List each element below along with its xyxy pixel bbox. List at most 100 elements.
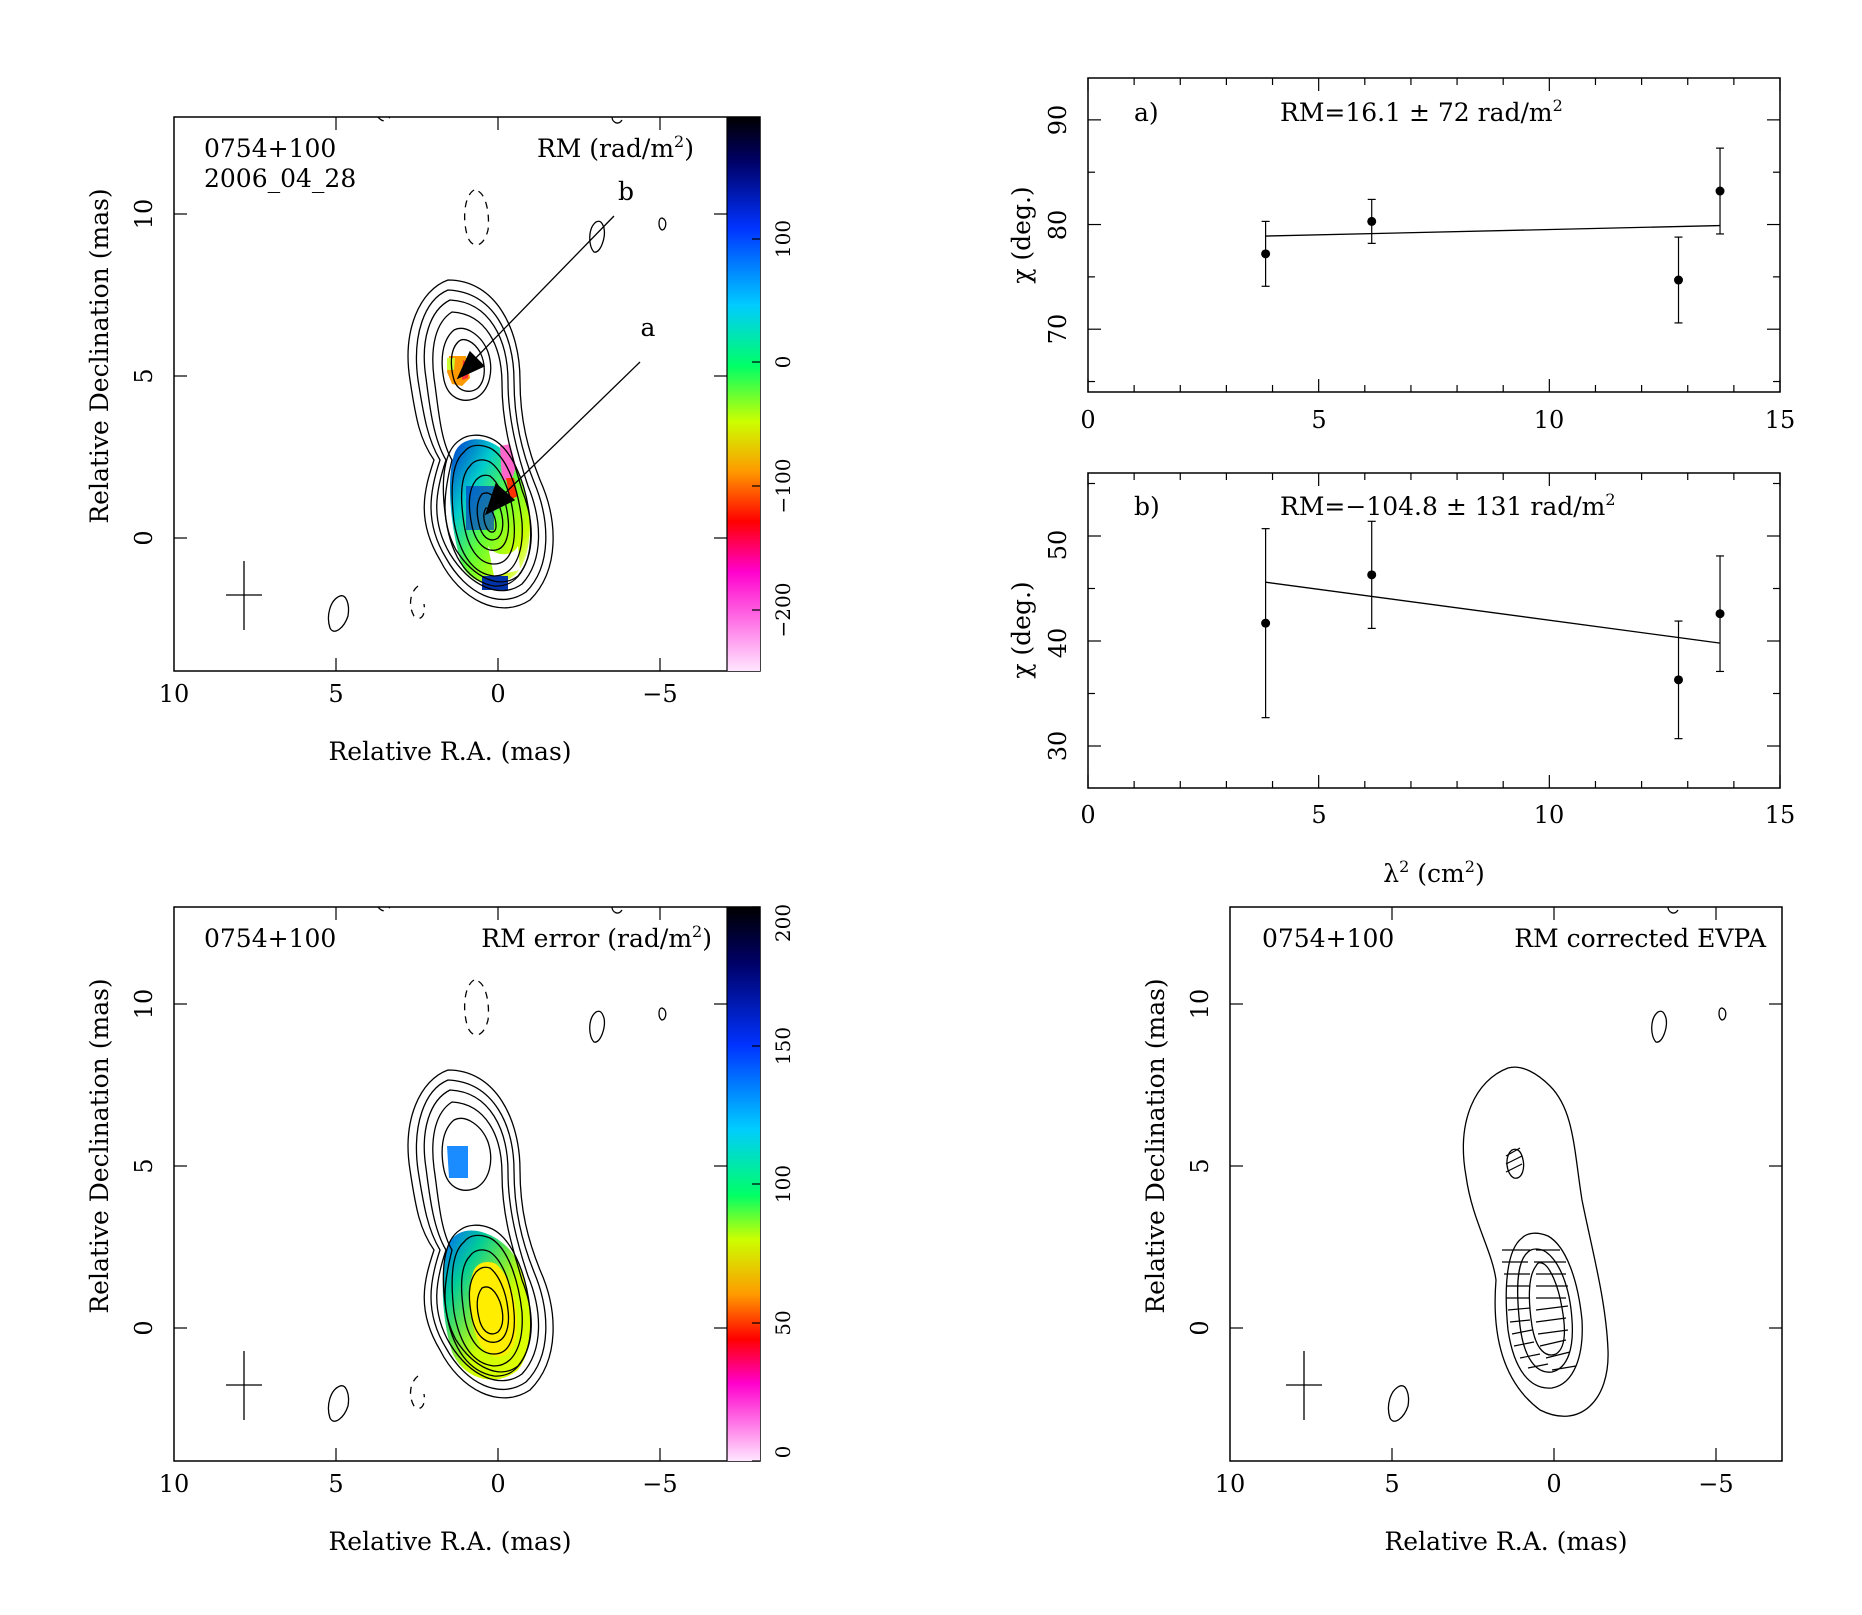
plot-a-xtick-label: 10 (1534, 406, 1565, 434)
rm-annotation-a: a (641, 313, 656, 342)
evpa-map-source-label: 0754+100 (1262, 924, 1394, 953)
rm-map-xtick-label: 5 (328, 680, 343, 708)
plot-b-fit-sup: 2 (1605, 490, 1615, 509)
rm-map-source-label: 0754+100 (204, 134, 336, 163)
rm-error-map-xtick-label: 10 (159, 1470, 190, 1498)
rm-error-colorbar-tick-label: 200 (771, 904, 795, 942)
plot-b-marks (1261, 520, 1725, 740)
evpa-beam-icon (1286, 1351, 1322, 1420)
rm-error-map-ylabel: Relative Declination (mas) (85, 978, 114, 1313)
rm-colorbar-tick-label: 100 (771, 220, 795, 258)
rm-map-xtick-label: −5 (642, 680, 677, 708)
rm-map-frame (173, 116, 761, 672)
rm-annotation-b: b (618, 177, 634, 206)
plot-b-data-point (1674, 675, 1684, 685)
plot-b-xlabel-sup: 2 (1399, 857, 1409, 876)
plot-b-frame (1087, 472, 1781, 789)
plot-a: a) RM=16.1 ± 72 rad/m2 0 5 10 15 70 80 9… (1007, 77, 1796, 434)
plot-b-xlabel-unit: (cm (1409, 859, 1465, 888)
rm-error-map-xlabel: Relative R.A. (mas) (328, 1527, 571, 1556)
rm-error-map-ticks (174, 907, 727, 1461)
evpa-map-panel: 0754+100 RM corrected EVPA 10 5 0 −5 0 5… (1141, 906, 1783, 1556)
plot-a-ytick-label: 90 (1044, 105, 1072, 136)
rm-map-xlabel: Relative R.A. (mas) (328, 737, 571, 766)
plot-b-data-point (1367, 570, 1377, 580)
plot-b-fit-line (1265, 581, 1721, 644)
plot-a-fit-sup: 2 (1553, 96, 1563, 115)
rm-map-ylabel: Relative Declination (mas) (85, 188, 114, 523)
plot-a-ytick-label: 80 (1044, 210, 1072, 241)
rm-error-map-quantity-label: RM error (rad/m2) (481, 922, 712, 953)
plot-a-fit-line (1265, 224, 1721, 237)
rm-map-epoch-label: 2006_04_28 (204, 164, 356, 193)
plot-b-xtick-label: 15 (1765, 801, 1796, 829)
rm-error-map-negative-contours (377, 906, 490, 1409)
rm-map-xtick-label: 0 (490, 680, 505, 708)
rm-error-map-xtick-label: 5 (328, 1470, 343, 1498)
plot-b: b) RM=−104.8 ± 131 rad/m2 0 5 10 15 30 4… (1007, 472, 1796, 888)
evpa-map-xtick-label: −5 (1698, 1470, 1733, 1498)
rm-map-quantity-label: RM (rad/m2) (537, 132, 694, 163)
evpa-map-ytick-label: 5 (1186, 1158, 1214, 1173)
plot-b-fit-label: RM=−104.8 ± 131 rad/m2 (1280, 490, 1616, 521)
plot-a-ticks (1087, 78, 1781, 392)
plot-b-xlabel-unit-sup: 2 (1465, 857, 1475, 876)
evpa-map-ytick-label: 10 (1186, 989, 1214, 1020)
plot-a-panel-label: a) (1134, 98, 1159, 127)
evpa-vectors (1502, 1147, 1577, 1371)
plot-a-marks (1261, 147, 1725, 324)
evpa-map-quantity-label: RM corrected EVPA (1514, 924, 1767, 953)
plot-a-xtick-label: 15 (1765, 406, 1796, 434)
rm-error-map-panel: 200 150 100 50 0 (85, 904, 795, 1556)
plot-a-fit-label: RM=16.1 ± 72 rad/m2 (1280, 96, 1563, 127)
plot-b-ylabel: χ (deg.) (1007, 581, 1036, 678)
evpa-map-ytick-label: 0 (1186, 1320, 1214, 1335)
plot-a-ytick-label: 70 (1044, 314, 1072, 345)
plot-b-xlabel: λ2 (cm2) (1383, 857, 1484, 888)
plot-b-xtick-label: 0 (1080, 801, 1095, 829)
rm-error-map-frame (173, 906, 761, 1462)
rm-error-map-xtick-label: −5 (642, 1470, 677, 1498)
plot-b-xtick-label: 10 (1534, 801, 1565, 829)
rm-colorbar-ticks (752, 238, 760, 611)
plot-a-fit-text: RM=16.1 ± 72 rad/m (1280, 98, 1553, 127)
plot-b-xlabel-close: ) (1475, 859, 1485, 888)
rm-map-ticks (174, 117, 727, 671)
plot-b-xtick-label: 5 (1311, 801, 1326, 829)
rm-error-map-quantity-sup: 2 (692, 922, 702, 941)
rm-error-map-source-label: 0754+100 (204, 924, 336, 953)
plot-a-xtick-label: 0 (1080, 406, 1095, 434)
evpa-map-frame (1229, 906, 1783, 1462)
rm-error-map-ytick-label: 10 (130, 989, 158, 1020)
rm-map-ytick-label: 0 (130, 530, 158, 545)
plot-b-panel-label: b) (1134, 492, 1160, 521)
plot-a-xtick-label: 5 (1311, 406, 1326, 434)
rm-colorbar-tick-label: 0 (771, 356, 795, 369)
plot-a-data-point (1674, 275, 1684, 285)
rm-colorbar (727, 117, 760, 671)
rm-error-map-quantity-close: ) (702, 924, 712, 953)
plot-b-ticks (1087, 473, 1781, 788)
rm-error-colorbar-tick-label: 150 (771, 1027, 795, 1065)
rm-colorbar-tick-label: −100 (771, 459, 795, 514)
plot-b-xlabel-symbol: λ (1383, 859, 1399, 888)
plot-a-data-point (1261, 249, 1271, 259)
evpa-map-xlabel: Relative R.A. (mas) (1384, 1527, 1627, 1556)
plot-a-data-point (1367, 216, 1377, 226)
rm-map-negative-contours (377, 116, 490, 619)
rm-annotation-arrows (456, 215, 641, 516)
plot-b-ytick-label: 40 (1044, 628, 1072, 659)
rm-error-color-region (442, 1146, 531, 1380)
evpa-map-ticks (1230, 907, 1782, 1461)
rm-error-map-xtick-label: 0 (490, 1470, 505, 1498)
plot-b-data-point (1715, 609, 1725, 619)
plot-a-data-point (1715, 186, 1725, 196)
rm-map-quantity-close: ) (684, 134, 694, 163)
rm-error-colorbar-tick-label: 0 (771, 1446, 795, 1459)
plot-b-ytick-label: 30 (1044, 731, 1072, 762)
rm-map-contours (327, 116, 667, 632)
rm-error-map-ytick-label: 5 (130, 1158, 158, 1173)
rm-map-ytick-label: 10 (130, 199, 158, 230)
evpa-map-xtick-label: 5 (1384, 1470, 1399, 1498)
